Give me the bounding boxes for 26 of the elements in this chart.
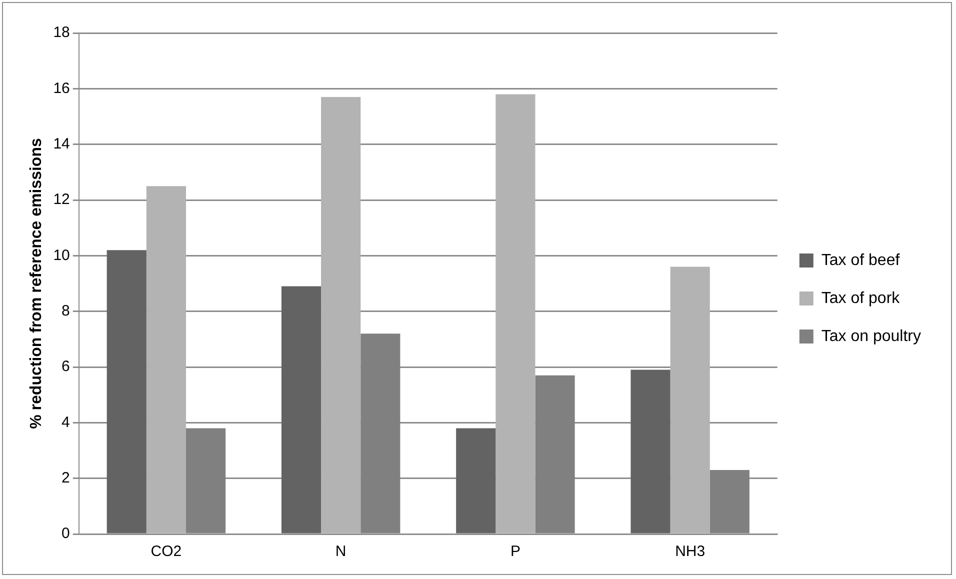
y-tick-label: 16	[53, 80, 70, 97]
y-tick-label: 4	[62, 414, 70, 431]
bar	[670, 266, 710, 534]
y-tick-label: 0	[62, 525, 70, 542]
bar	[146, 186, 186, 534]
legend-label: Tax of beef	[821, 252, 900, 269]
x-tick-label: CO2	[150, 543, 182, 560]
y-tick-label: 14	[53, 135, 70, 152]
y-tick-label: 12	[53, 191, 70, 208]
y-tick-label: 10	[53, 246, 70, 264]
bar	[456, 428, 496, 534]
y-tick-label: 18	[53, 24, 70, 42]
y-tick-label: 8	[62, 302, 70, 320]
bar	[630, 370, 670, 534]
bar	[496, 94, 536, 534]
bar	[281, 286, 322, 534]
bar	[321, 97, 361, 534]
x-tick-label: NH3	[675, 543, 706, 560]
x-tick-label: P	[510, 543, 520, 560]
y-tick-label: 6	[62, 358, 70, 376]
legend-label: Tax of pork	[821, 290, 901, 307]
legend-label: Tax on poultry	[821, 328, 921, 345]
y-tick-label: 2	[62, 469, 70, 486]
x-tick-label: N	[335, 543, 346, 560]
bar	[106, 250, 146, 534]
y-axis-title: % reduction from reference emissions	[28, 138, 46, 429]
